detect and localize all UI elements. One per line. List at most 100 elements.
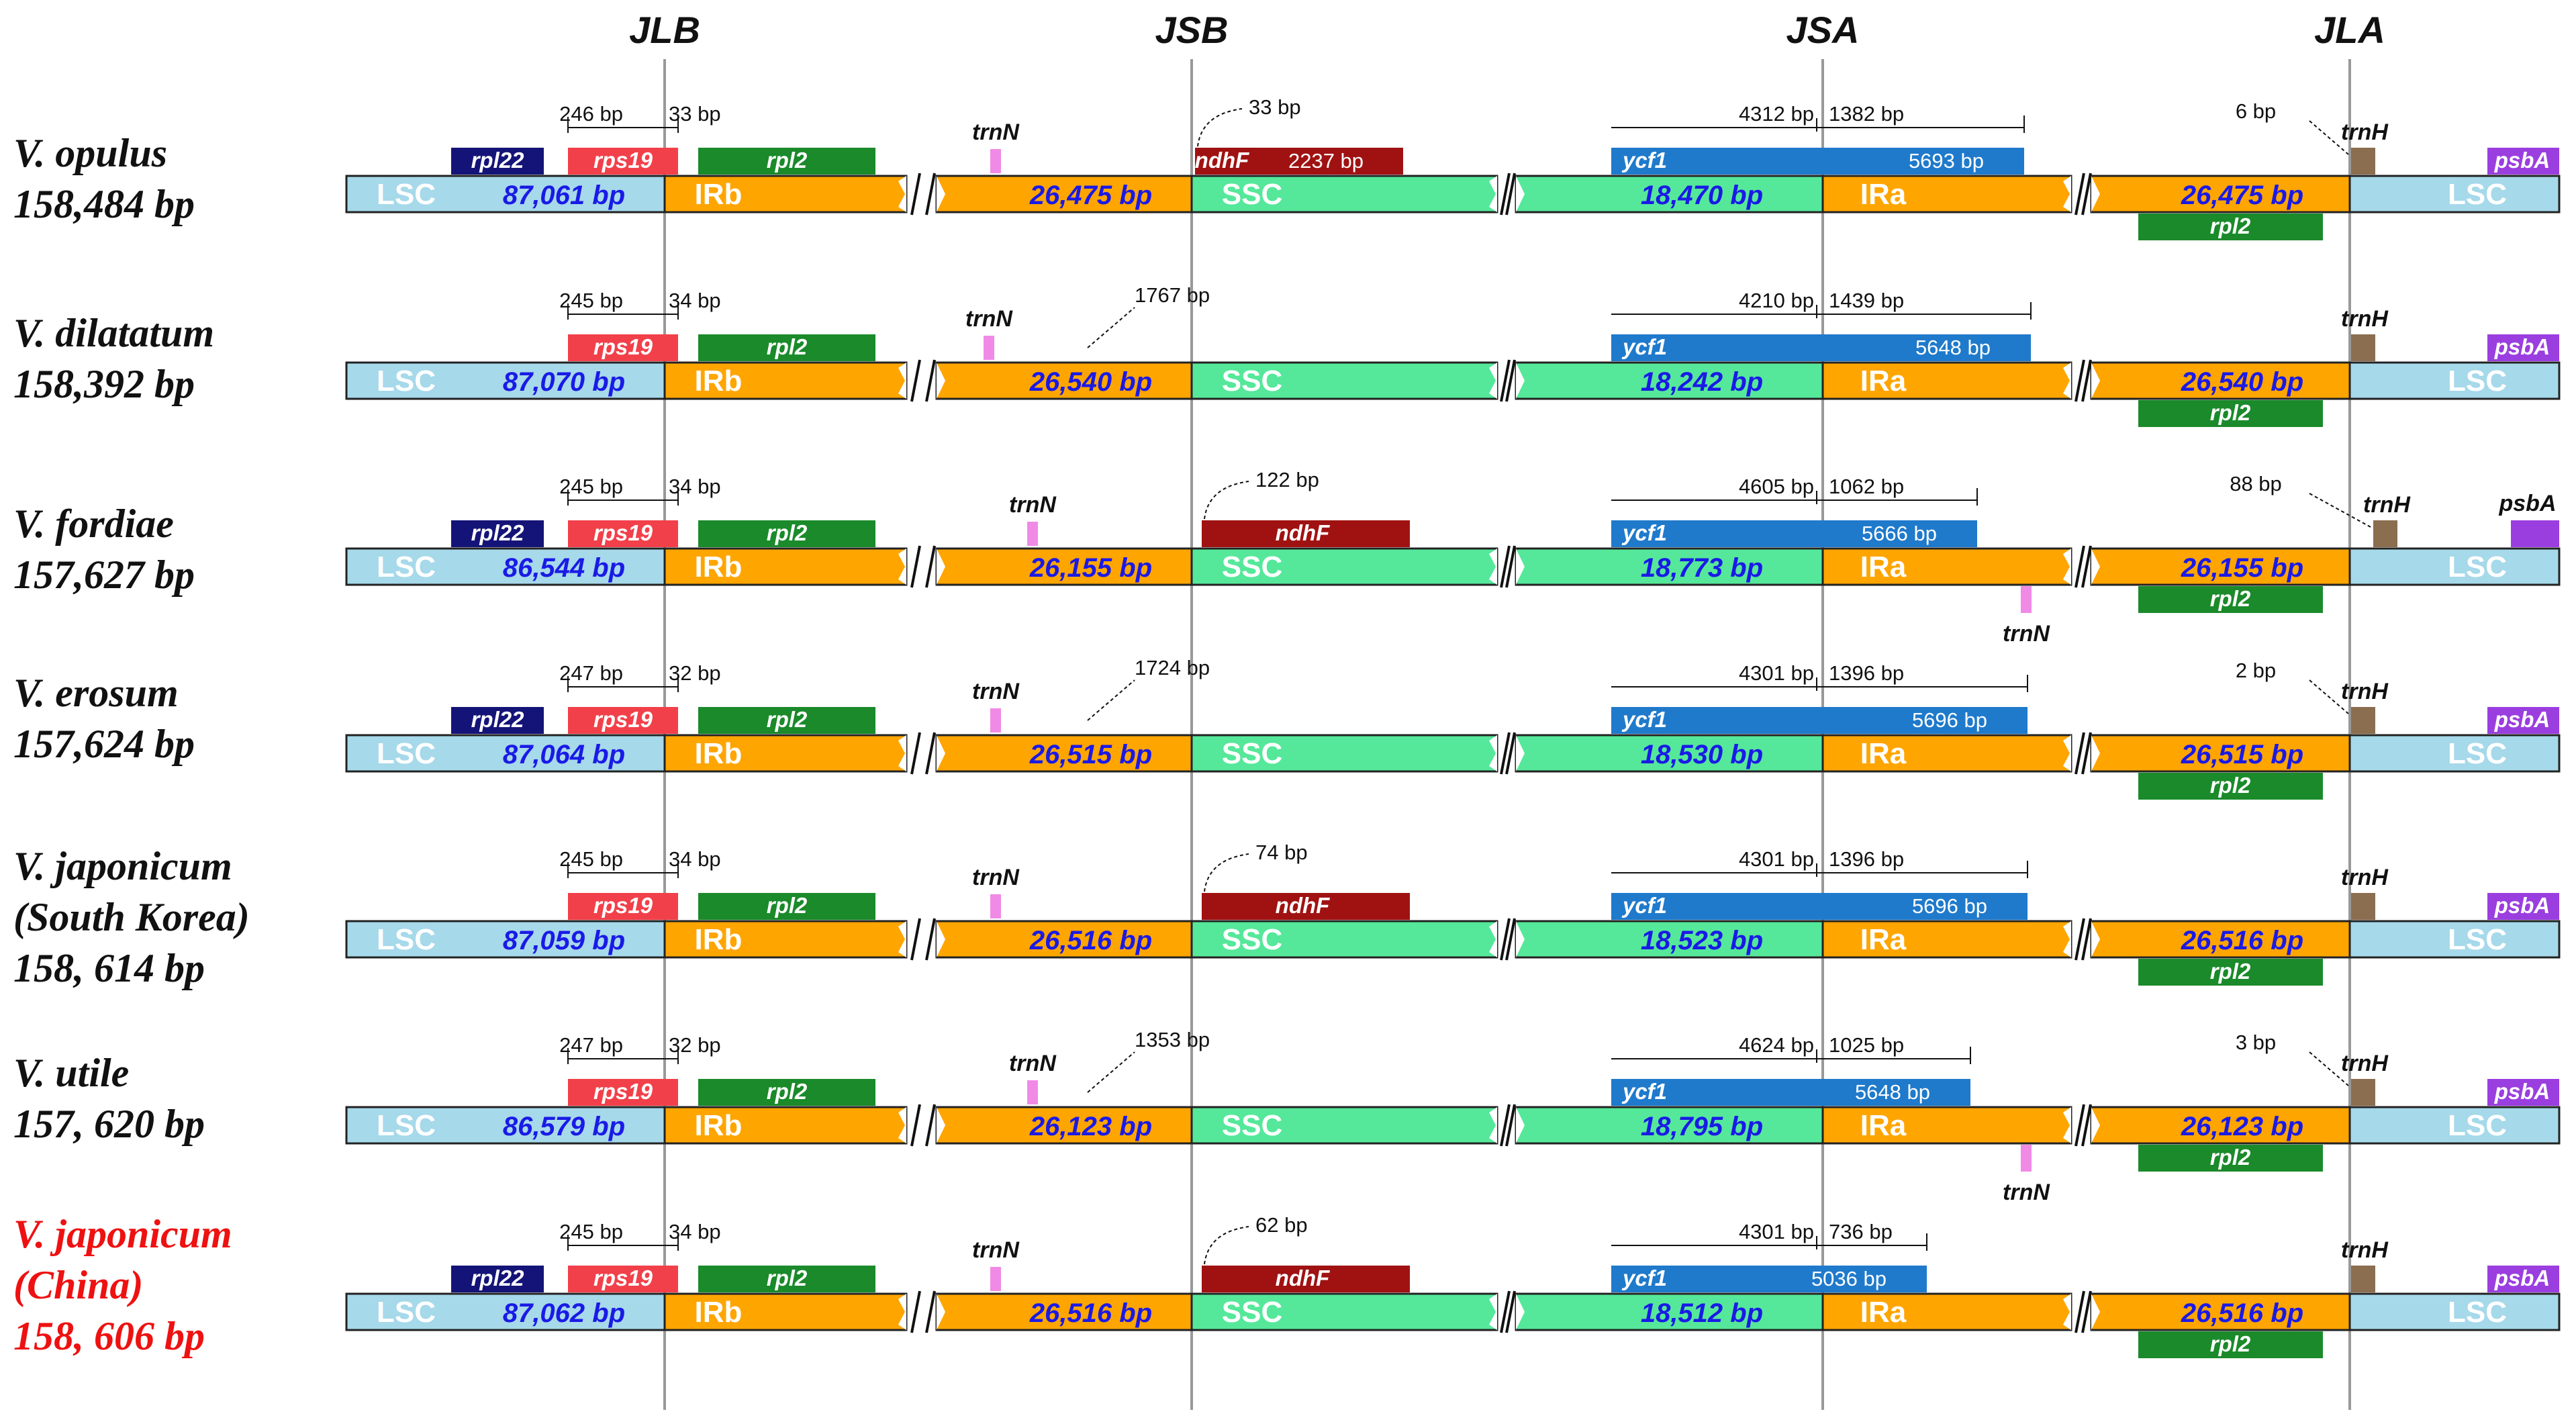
- rps19-gene: [568, 148, 678, 175]
- ssc-label: SSC: [1222, 737, 1282, 770]
- rpl2-gene: [698, 148, 875, 175]
- rpl2-gene: [698, 893, 875, 920]
- break-slash: [925, 173, 936, 216]
- break-slash: [2074, 918, 2085, 961]
- break-slash: [925, 732, 936, 775]
- trnH-annot-arrow: [2309, 493, 2371, 528]
- psbA-gene: [2511, 520, 2559, 547]
- trnH-gene: [2351, 334, 2375, 361]
- trnH-annot-arrow: [2309, 120, 2349, 155]
- ycf1-length: 5648 bp: [1855, 1080, 1930, 1104]
- break-slash: [2074, 1290, 2085, 1333]
- irb-label: IRb: [695, 1109, 743, 1142]
- rpl22-label: rpl22: [471, 707, 525, 732]
- ira-end-cap: [2063, 735, 2071, 771]
- lsc-left-label: LSC: [377, 1296, 436, 1329]
- rpl22-gene: [451, 707, 544, 734]
- lsc-right-label: LSC: [2448, 551, 2507, 583]
- break-slash: [1505, 1104, 1516, 1147]
- rpl2-gene: [698, 1266, 875, 1292]
- break-slash: [1505, 918, 1516, 961]
- break-slash: [2081, 1290, 2092, 1333]
- irb-start-cap: [937, 549, 945, 585]
- ycf1-gene: [1611, 334, 2031, 361]
- ira-label: IRa: [1860, 737, 1907, 770]
- ndh-annot: 1724 bp: [1135, 656, 1210, 679]
- ycf1-right-annot: 1062 bp: [1829, 475, 1904, 498]
- trnN-label: trnN: [972, 865, 1020, 890]
- psbA-label: psbA: [2494, 893, 2550, 918]
- species-label: V. japonicum (South Korea) 158, 614 bp: [13, 841, 250, 994]
- irb-segment: [663, 1106, 908, 1145]
- rps19-right-annot: 33 bp: [669, 102, 721, 126]
- irb-length: 26,515 bp: [1029, 740, 1152, 769]
- break-slash: [925, 918, 936, 961]
- ira-end-cap: [2063, 549, 2071, 585]
- rpl2-label: rpl2: [767, 148, 808, 173]
- ndhF-gene: [1202, 520, 1410, 547]
- ssc-end-cap: [1489, 176, 1497, 212]
- psbA-label: psbA: [2494, 1079, 2550, 1104]
- rps19-label: rps19: [593, 1266, 653, 1290]
- trnN-ira-label: trnN: [2003, 621, 2050, 647]
- break-slash: [1500, 545, 1511, 588]
- ndhF-annot-arrow: [1197, 108, 1243, 147]
- ira-end-cap: [2063, 1294, 2071, 1330]
- ssc-length: 18,795 bp: [1641, 1112, 1763, 1141]
- ira-length: 26,516 bp: [2181, 926, 2303, 955]
- trnH-label: trnH: [2341, 865, 2389, 890]
- ssc-start-cap: [1516, 1294, 1525, 1330]
- trnH-annot: 88 bp: [2230, 472, 2282, 495]
- ycf1-gene: [1611, 520, 1977, 547]
- ndh-annot-arrow: [1087, 1051, 1135, 1093]
- lsc-right-label: LSC: [2448, 923, 2507, 956]
- break-slash: [1505, 545, 1516, 588]
- lsc-right-segment: [2348, 1106, 2561, 1145]
- break-slash: [1505, 359, 1516, 402]
- ndhF-annot: 33 bp: [1249, 95, 1301, 119]
- irb-segment: [663, 734, 908, 773]
- rpl2-label: rpl2: [767, 893, 808, 918]
- ycf1-label: ycf1: [1621, 707, 1667, 732]
- species-label-line: 158, 614 bp: [13, 946, 205, 990]
- ycf1-left-annot: 4605 bp: [1739, 475, 1814, 498]
- ndh-annot-arrow: [1087, 679, 1135, 721]
- rpl22-label: rpl22: [471, 1266, 525, 1290]
- lsc-left-segment: [345, 361, 666, 400]
- psbA-gene: [2487, 893, 2559, 920]
- ycf1-label: ycf1: [1621, 893, 1667, 918]
- trnN-gene: [990, 708, 1001, 732]
- ira-start-cap: [2091, 176, 2100, 212]
- ira-segment: [1821, 920, 2072, 959]
- lsc-left-label: LSC: [377, 1109, 436, 1142]
- rpl2-label: rpl2: [767, 1266, 808, 1290]
- ira-segment: [1821, 175, 2072, 214]
- rpl22-gene: [451, 148, 544, 175]
- lsc-right-segment: [2348, 1292, 2561, 1331]
- lsc-left-label: LSC: [377, 737, 436, 770]
- species-label-line: V. dilatatum: [13, 311, 215, 355]
- lsc-left-label: LSC: [377, 551, 436, 583]
- irb-label: IRb: [695, 923, 743, 956]
- ndhF-label: ndhF: [1276, 520, 1330, 545]
- junction-label-jsb: JSB: [1155, 9, 1229, 51]
- ycf1-length: 5693 bp: [1909, 149, 1984, 173]
- rpl2-label: rpl2: [767, 520, 808, 545]
- break-slash: [925, 545, 936, 588]
- break-slash: [910, 918, 921, 961]
- trnH-gene: [2351, 1266, 2375, 1292]
- break-slash: [2074, 1104, 2085, 1147]
- ndh-annot: 1353 bp: [1135, 1028, 1210, 1051]
- ndhF-annot-arrow: [1204, 1226, 1249, 1265]
- ssc-start-cap: [1516, 1107, 1525, 1143]
- ssc-length: 18,523 bp: [1641, 926, 1763, 955]
- ssc-end-cap: [1489, 921, 1497, 957]
- irb-label: IRb: [695, 178, 743, 211]
- ira-segment: [1821, 734, 2072, 773]
- species-label: V. dilatatum 158,392 bp: [13, 307, 214, 410]
- trnH-annot: 3 bp: [2236, 1031, 2276, 1054]
- lsc-left-segment: [345, 175, 666, 214]
- trnN-ira-label: trnN: [2003, 1180, 2050, 1205]
- ssc-label: SSC: [1222, 1296, 1282, 1329]
